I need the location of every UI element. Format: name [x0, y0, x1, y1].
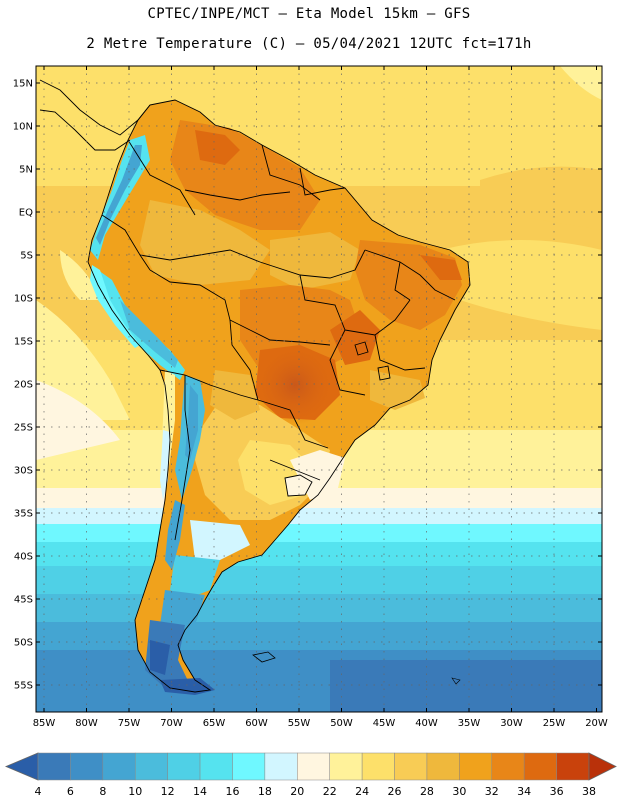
colorbar-swatch: [167, 752, 201, 781]
lon-label: 25W: [543, 718, 566, 729]
latitude-labels: 15N 10N 5N EQ 5S 10S 15S 20S 25S 30S 35S 40S 45S 50S 5…: [13, 79, 33, 692]
graticule: [36, 66, 602, 712]
lat-label: EQ: [19, 208, 33, 219]
colorbar-label: 4: [35, 785, 42, 798]
colorbar-label: 24: [355, 785, 369, 798]
colorbar-label: 34: [517, 785, 531, 798]
colorbar-swatch: [556, 752, 590, 781]
colorbar-label: 6: [67, 785, 74, 798]
colorbar-label: 16: [225, 785, 239, 798]
colorbar-swatch: [394, 752, 428, 781]
colorbar-label: 8: [99, 785, 106, 798]
colorbar-swatch: [523, 752, 557, 781]
colorbar-label: 22: [323, 785, 337, 798]
lon-label: 20W: [585, 718, 608, 729]
lat-label: 30S: [14, 466, 33, 477]
colorbar-label: 18: [258, 785, 272, 798]
colorbar-min-arrow: [4, 752, 39, 781]
colorbar-swatch: [199, 752, 233, 781]
lon-label: 75W: [118, 718, 141, 729]
colorbar-max-arrow: [588, 752, 617, 781]
lat-label: 25S: [14, 423, 33, 434]
lon-label: 70W: [160, 718, 183, 729]
colorbar-label: 28: [420, 785, 434, 798]
lon-label: 80W: [75, 718, 98, 729]
map-frame: [35, 65, 603, 713]
colorbar-label: 26: [388, 785, 402, 798]
colorbar-label: 38: [582, 785, 596, 798]
colorbar-label: 36: [550, 785, 564, 798]
colorbar-swatch: [426, 752, 460, 781]
colorbar-swatch: [329, 752, 363, 781]
lat-label: 55S: [14, 681, 33, 692]
colorbar-label: 32: [485, 785, 499, 798]
lat-label: 10N: [13, 122, 33, 133]
colorbar: 4 6 8 10 12 14 16 18 20 22 24 26 28 30 32 34 36 38: [4, 752, 617, 798]
axis-ticks: [36, 66, 602, 712]
colorbar-swatch: [297, 752, 330, 781]
lat-label: 10S: [14, 294, 33, 305]
colorbar-swatch: [232, 752, 266, 781]
lat-label: 50S: [14, 638, 33, 649]
lat-label: 35S: [14, 509, 33, 520]
lon-label: 35W: [458, 718, 481, 729]
colorbar-label: 14: [193, 785, 207, 798]
lon-label: 65W: [203, 718, 226, 729]
colorbar-swatch: [491, 752, 525, 781]
lon-label: 30W: [500, 718, 523, 729]
lon-label: 60W: [245, 718, 268, 729]
lon-label: 40W: [415, 718, 438, 729]
temperature-field: [36, 66, 602, 712]
lon-label: 45W: [373, 718, 396, 729]
lat-label: 15S: [14, 337, 33, 348]
lat-label: 20S: [14, 380, 33, 391]
lon-label: 85W: [33, 718, 56, 729]
colorbar-label: 10: [128, 785, 142, 798]
colorbar-swatch: [264, 752, 298, 781]
map-title-line1: CPTEC/INPE/MCT – Eta Model 15km – GFS: [147, 6, 471, 22]
borders: [39, 79, 471, 693]
colorbar-swatch: [134, 752, 168, 781]
colorbar-swatch: [459, 752, 493, 781]
lat-label: 5N: [19, 165, 33, 176]
colorbar-label: 20: [290, 785, 304, 798]
colorbar-label: 30: [452, 785, 466, 798]
colorbar-swatch: [37, 752, 71, 781]
lon-label: 50W: [330, 718, 353, 729]
colorbar-swatch: [361, 752, 395, 781]
longitude-labels: 85W 80W 75W 70W 65W 60W 55W 50W 45W 40W 35W 30W 25W 2…: [33, 718, 608, 729]
map-title-line2: 2 Metre Temperature (C) – 05/04/2021 12U…: [86, 36, 532, 52]
colorbar-swatch: [102, 752, 136, 781]
lat-label: 5S: [20, 251, 33, 262]
lat-label: 40S: [14, 552, 33, 563]
colorbar-swatch: [70, 752, 104, 781]
colorbar-label: 12: [161, 785, 175, 798]
lat-label: 45S: [14, 595, 33, 606]
lon-label: 55W: [288, 718, 311, 729]
lat-label: 15N: [13, 79, 33, 90]
